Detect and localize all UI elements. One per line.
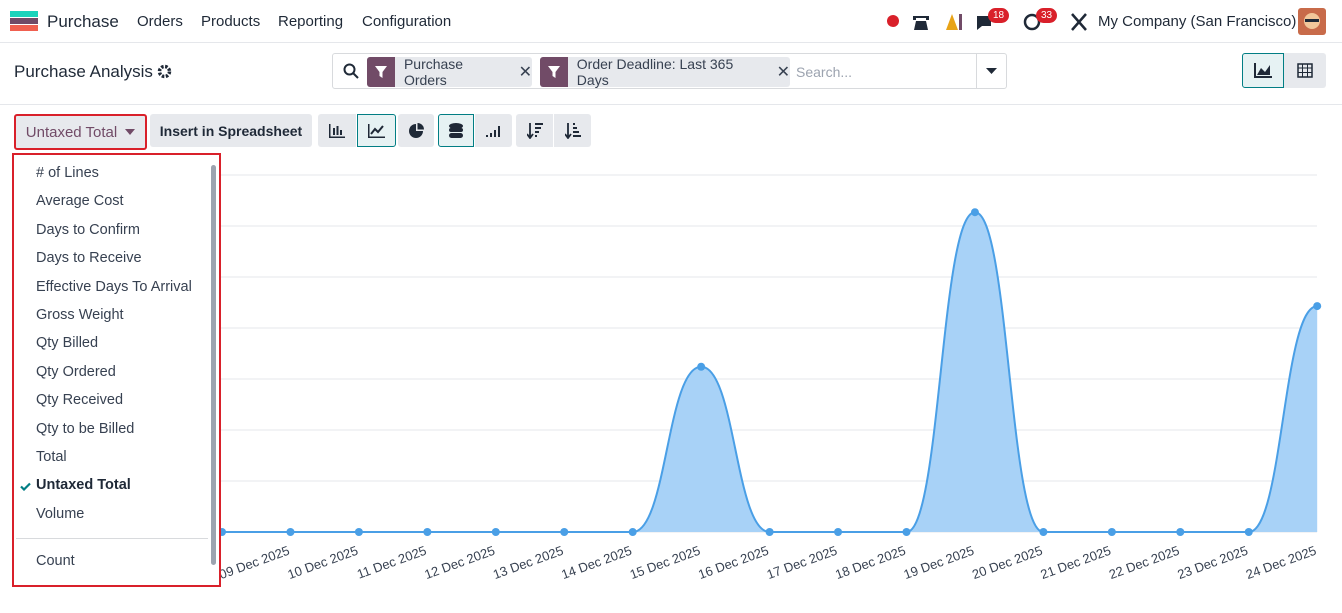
- control-panel: Purchase Analysis Purchase Orders ✕ Order…: [0, 43, 1342, 105]
- point: [697, 362, 706, 371]
- search-toggle[interactable]: [976, 54, 1006, 88]
- menu-item[interactable]: Qty to be Billed: [36, 420, 135, 437]
- point: [834, 528, 843, 536]
- point: [1176, 528, 1185, 536]
- scrollbar: [211, 165, 216, 565]
- point: [970, 208, 979, 217]
- menu-divider: [16, 538, 208, 539]
- company-switcher[interactable]: My Company (San Francisco): [1098, 13, 1297, 30]
- menu-item[interactable]: Average Cost: [36, 193, 124, 210]
- x-tick-label: 21 Dec 2025: [1038, 543, 1112, 582]
- menu-item[interactable]: Days to Confirm: [36, 221, 140, 238]
- menu-item[interactable]: Configuration: [362, 13, 452, 30]
- line: [222, 211, 1318, 533]
- menu-item[interactable]: Total: [36, 449, 67, 465]
- x-tick-label: 22 Dec 2025: [1107, 543, 1181, 582]
- x-tick-label: 17 Dec 2025: [765, 543, 839, 582]
- point: [423, 528, 432, 536]
- measure-label: Untaxed Total: [25, 123, 118, 141]
- measure-menu: Count # of Lines Average Cost Days to Conf…: [12, 153, 221, 587]
- systray-icons[interactable]: [880, 6, 1130, 38]
- point: [765, 528, 774, 536]
- measure-dropdown[interactable]: Untaxed Total: [14, 114, 147, 150]
- x-tick-label: 14 Dec 2025: [559, 543, 633, 582]
- search-icon: [343, 63, 359, 79]
- menu-item[interactable]: Gross Weight: [36, 307, 124, 323]
- pie-chart-button[interactable]: [398, 114, 434, 147]
- line-chart-button[interactable]: [357, 114, 396, 147]
- pivot-view-button[interactable]: [1284, 53, 1326, 88]
- point: [628, 528, 637, 536]
- app-name[interactable]: Purchase: [47, 12, 119, 31]
- menu-item[interactable]: # of Lines: [36, 165, 99, 181]
- sort-asc-button[interactable]: [554, 114, 591, 147]
- breadcrumb-title: Purchase Analysis: [14, 62, 153, 81]
- area: [222, 212, 1318, 533]
- point: [354, 528, 363, 536]
- point: [286, 528, 295, 536]
- menu-item[interactable]: Qty Billed: [36, 335, 99, 352]
- search-bar[interactable]: Purchase Orders ✕ Order Deadline: Last 36…: [332, 53, 1007, 89]
- x-tick-label: 16 Dec 2025: [696, 543, 770, 582]
- insert-spreadsheet-button[interactable]: Insert in Spreadsheet: [150, 114, 312, 147]
- cumulative-button[interactable]: [475, 114, 512, 147]
- search-placeholder: Search...: [796, 64, 853, 80]
- menu-item[interactable]: Effective Days To Arrival: [36, 278, 192, 295]
- stacked-button[interactable]: [438, 114, 474, 147]
- x-tick-label: 13 Dec 2025: [491, 543, 565, 582]
- messages-badge: 18: [988, 8, 1010, 23]
- menu-item[interactable]: Qty Ordered: [36, 363, 116, 380]
- facet-label: Order Deadline: Last 365 Days: [576, 56, 734, 88]
- app-icon: [10, 11, 38, 31]
- menu-item[interactable]: Reporting: [278, 13, 344, 30]
- point: [1244, 528, 1253, 536]
- x-tick-label: 23 Dec 2025: [1175, 543, 1249, 582]
- point: [1107, 528, 1116, 536]
- menu-item[interactable]: Volume: [36, 505, 85, 522]
- menu-item[interactable]: Days to Receive: [36, 250, 142, 267]
- sort-desc-button[interactable]: [516, 114, 553, 147]
- navbar: Purchase Orders Products Reporting Confi…: [0, 0, 1342, 43]
- bar-chart-button[interactable]: [318, 114, 356, 147]
- x-tick-label: 11 Dec 2025: [355, 543, 429, 582]
- point: [902, 528, 911, 536]
- gear-icon[interactable]: [157, 64, 172, 79]
- activities-badge: 33: [1036, 8, 1058, 23]
- x-tick-label: 12 Dec 2025: [422, 543, 496, 582]
- facet-label: Purchase Orders: [403, 56, 464, 88]
- menu-item[interactable]: Untaxed Total: [36, 477, 131, 494]
- x-tick-label: 24 Dec 2025: [1244, 543, 1318, 582]
- menu-item[interactable]: Qty Received: [36, 392, 124, 409]
- filter-facet[interactable]: Order Deadline: Last 365 Days ✕: [540, 56, 790, 88]
- x-tick-label: 20 Dec 2025: [970, 543, 1044, 582]
- check-icon: [20, 483, 31, 492]
- point: [1313, 302, 1322, 311]
- point: [491, 528, 500, 536]
- point: [560, 528, 569, 536]
- x-tick-label: 10 Dec 2025: [286, 543, 360, 582]
- menu-item[interactable]: Products: [201, 13, 261, 30]
- menu-item[interactable]: Count: [36, 553, 75, 569]
- x-tick-label: 15 Dec 2025: [628, 543, 702, 582]
- graph-view-button[interactable]: [1242, 53, 1284, 88]
- x-tick-label: 19 Dec 2025: [902, 543, 976, 582]
- x-tick-label: 09 Dec 2025: [217, 543, 291, 582]
- point: [1039, 528, 1048, 536]
- insert-label: Insert in Spreadsheet: [159, 122, 303, 139]
- menu-item[interactable]: Orders: [137, 13, 183, 30]
- filter-facet[interactable]: Purchase Orders ✕: [367, 56, 532, 88]
- x-tick-label: 18 Dec 2025: [833, 543, 907, 582]
- avatar[interactable]: [1298, 8, 1326, 35]
